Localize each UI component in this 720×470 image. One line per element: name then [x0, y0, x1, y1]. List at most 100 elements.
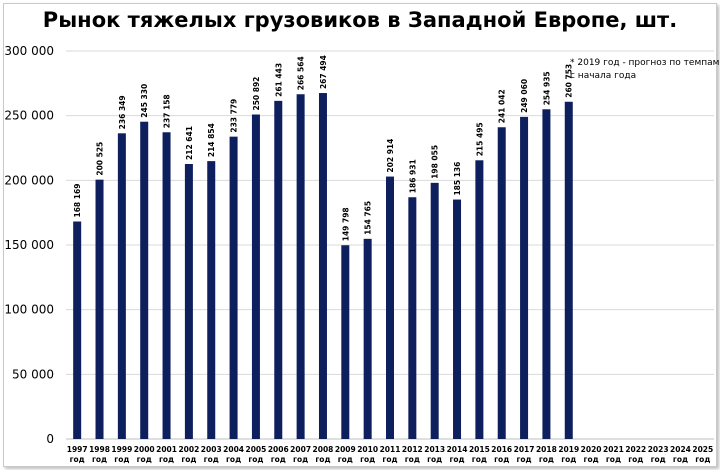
y-tick-label: 50 000: [12, 367, 54, 381]
data-label-2017: 249 060: [520, 79, 529, 113]
y-tick-label: 300 000: [4, 44, 54, 58]
x-tick-suffix: год: [561, 455, 576, 464]
data-label-2015: 215 495: [475, 122, 484, 156]
x-tick-label-1999: 1999: [111, 445, 132, 454]
x-tick-suffix: год: [695, 455, 710, 464]
bar-layer: [73, 93, 573, 440]
x-tick-label-2014: 2014: [447, 445, 468, 454]
bar-2010: [363, 238, 372, 439]
x-tick-label-2022: 2022: [625, 445, 646, 454]
x-tick-label-2007: 2007: [290, 445, 311, 454]
x-tick-label-2025: 2025: [692, 445, 713, 454]
x-tick-label-2020: 2020: [581, 445, 602, 454]
x-tick-suffix: год: [494, 455, 509, 464]
bar-2006: [274, 100, 283, 439]
data-label-2003: 214 854: [207, 123, 216, 157]
x-tick-label-2015: 2015: [469, 445, 490, 454]
data-label-2004: 233 779: [230, 99, 239, 133]
x-tick-suffix: год: [271, 455, 286, 464]
data-label-2016: 241 042: [498, 89, 507, 123]
x-tick-label-2011: 2011: [380, 445, 401, 454]
data-label-2011: 202 914: [386, 139, 395, 173]
x-tick-label-2012: 2012: [402, 445, 423, 454]
x-tick-suffix: год: [539, 455, 554, 464]
x-tick-suffix: год: [360, 455, 375, 464]
x-tick-suffix: год: [92, 455, 107, 464]
x-tick-label-1998: 1998: [89, 445, 110, 454]
bar-2019: [564, 101, 573, 439]
y-tick-label: 0: [46, 432, 54, 446]
data-label-2005: 250 892: [252, 77, 261, 111]
x-tick-label-2002: 2002: [178, 445, 199, 454]
x-tick-suffix: год: [449, 455, 464, 464]
x-tick-label-2024: 2024: [670, 445, 691, 454]
data-label-2007: 266 564: [297, 56, 306, 90]
data-label-1998: 200 525: [96, 142, 105, 176]
x-tick-suffix: год: [226, 455, 241, 464]
x-tick-label-2009: 2009: [335, 445, 356, 454]
x-tick-label-2001: 2001: [156, 445, 177, 454]
chart-title: Рынок тяжелых грузовиков в Западной Евро…: [42, 8, 678, 32]
bar-2017: [520, 116, 529, 440]
x-tick-label-2017: 2017: [514, 445, 535, 454]
data-label-2006: 261 443: [274, 63, 283, 97]
x-tick-suffix: год: [405, 455, 420, 464]
x-tick-label-2006: 2006: [268, 445, 289, 454]
data-label-2012: 186 931: [408, 159, 417, 193]
x-tick-suffix: год: [651, 455, 666, 464]
tick-label-layer: 0 50 000 100 000 150 000 200 000 250 000 300 0…: [4, 44, 713, 464]
y-tick-label: 200 000: [4, 173, 54, 187]
bar-2013: [430, 182, 439, 439]
bar-2000: [140, 121, 149, 439]
x-tick-label-2013: 2013: [424, 445, 445, 454]
bar-2002: [184, 163, 193, 439]
x-tick-label-1997: 1997: [67, 445, 88, 454]
x-tick-suffix: год: [293, 455, 308, 464]
data-label-2008: 267 494: [319, 55, 328, 89]
x-tick-suffix: год: [338, 455, 353, 464]
forecast-note-line2: с начала года: [570, 71, 637, 81]
x-tick-label-2023: 2023: [648, 445, 669, 454]
x-tick-suffix: год: [516, 455, 531, 464]
x-tick-label-2010: 2010: [357, 445, 378, 454]
bar-2018: [542, 109, 551, 440]
y-tick-label: 250 000: [4, 109, 54, 123]
bar-2007: [296, 94, 305, 439]
forecast-note-line1: * 2019 год - прогноз по темпам: [570, 58, 720, 68]
x-tick-suffix: год: [248, 455, 263, 464]
bar-1999: [117, 133, 126, 439]
data-label-2000: 245 330: [140, 84, 149, 118]
x-tick-suffix: год: [584, 455, 599, 464]
bar-2003: [207, 161, 216, 439]
x-tick-suffix: год: [472, 455, 487, 464]
data-label-2013: 198 055: [431, 145, 440, 179]
data-label-1997: 168 169: [73, 184, 82, 218]
bar-2014: [453, 199, 462, 439]
data-label-1999: 236 349: [118, 95, 127, 129]
x-tick-label-2016: 2016: [491, 445, 512, 454]
x-tick-suffix: год: [382, 455, 397, 464]
x-tick-suffix: год: [315, 455, 330, 464]
x-tick-label-2003: 2003: [201, 445, 222, 454]
data-label-2014: 185 136: [453, 162, 462, 196]
bar-2008: [318, 93, 327, 440]
data-label-2018: 254 935: [542, 71, 551, 105]
x-tick-label-2000: 2000: [134, 445, 155, 454]
x-tick-suffix: год: [427, 455, 442, 464]
bar-2009: [341, 245, 350, 439]
x-tick-suffix: год: [70, 455, 85, 464]
bar-2001: [162, 132, 171, 440]
data-label-layer: 168 169 200 525 236 349 245 330 237 158 212 6…: [73, 55, 574, 241]
x-tick-label-2019: 2019: [558, 445, 579, 454]
x-tick-suffix: год: [159, 455, 174, 464]
bar-1998: [95, 179, 104, 439]
x-tick-suffix: год: [204, 455, 219, 464]
data-label-2010: 154 765: [364, 201, 373, 235]
bar-2004: [229, 136, 238, 440]
x-tick-suffix: год: [181, 455, 196, 464]
data-label-2019: 260 753: [565, 64, 574, 98]
bar-2015: [475, 160, 484, 439]
x-tick-label-2005: 2005: [245, 445, 266, 454]
x-tick-label-2008: 2008: [313, 445, 334, 454]
